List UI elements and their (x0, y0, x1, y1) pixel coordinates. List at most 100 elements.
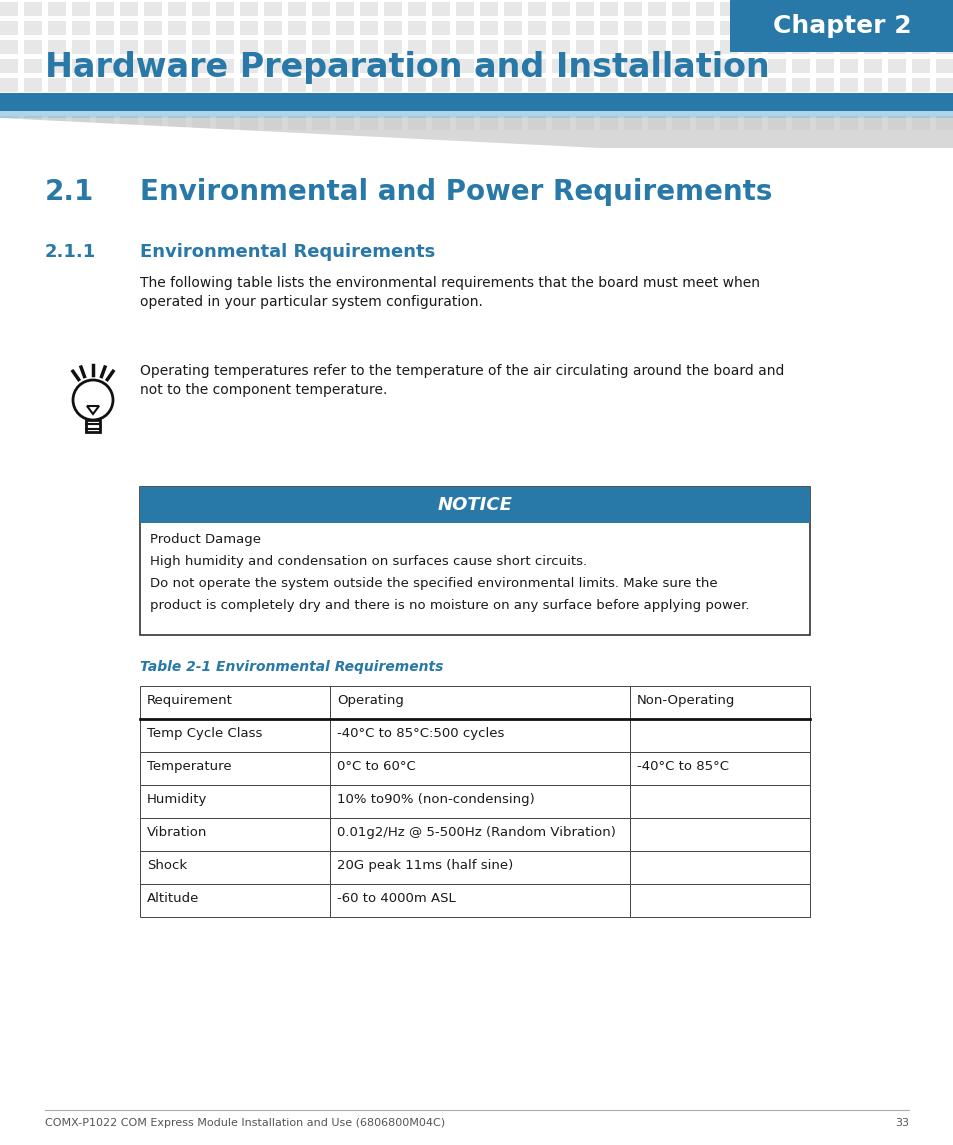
Bar (96, 40, 113, 54)
Text: 2.1.1: 2.1.1 (45, 243, 96, 261)
Text: Temperature: Temperature (147, 760, 232, 773)
Bar (456, 97, 474, 111)
Circle shape (73, 380, 112, 420)
Bar (935, 97, 953, 111)
Bar (647, 21, 665, 35)
Bar (671, 78, 689, 92)
Bar (479, 60, 497, 73)
Bar (863, 60, 882, 73)
Bar (140, 851, 330, 884)
Bar (192, 21, 210, 35)
Bar (743, 2, 761, 16)
Bar (264, 116, 282, 131)
Bar (456, 40, 474, 54)
Bar (120, 116, 138, 131)
Bar (312, 60, 330, 73)
Bar (140, 487, 809, 523)
Bar (432, 97, 450, 111)
Bar (264, 60, 282, 73)
Bar (0, 60, 18, 73)
Bar (168, 78, 186, 92)
Bar (240, 21, 257, 35)
Bar (71, 40, 90, 54)
Bar (144, 21, 162, 35)
Text: -40°C to 85°C:500 cycles: -40°C to 85°C:500 cycles (336, 727, 504, 740)
Bar (96, 60, 113, 73)
Bar (576, 78, 594, 92)
Bar (408, 116, 426, 131)
Bar (629, 719, 809, 752)
Text: 0.01g2/Hz @ 5-500Hz (Random Vibration): 0.01g2/Hz @ 5-500Hz (Random Vibration) (336, 826, 616, 839)
Bar (935, 116, 953, 131)
Bar (767, 60, 785, 73)
Bar (599, 60, 618, 73)
Bar (647, 60, 665, 73)
Bar (840, 97, 857, 111)
Bar (288, 2, 306, 16)
Bar (552, 116, 569, 131)
Bar (215, 97, 233, 111)
Text: Vibration: Vibration (147, 826, 207, 839)
Bar (312, 21, 330, 35)
Bar (144, 116, 162, 131)
Text: Requirement: Requirement (147, 694, 233, 706)
Bar (599, 21, 618, 35)
Bar (359, 116, 377, 131)
Bar (0, 116, 18, 131)
Bar (456, 116, 474, 131)
Bar (552, 40, 569, 54)
Bar (720, 60, 738, 73)
Bar (629, 752, 809, 785)
Bar (623, 60, 641, 73)
Text: Environmental and Power Requirements: Environmental and Power Requirements (140, 177, 772, 206)
Bar (144, 60, 162, 73)
Bar (696, 21, 713, 35)
Bar (576, 40, 594, 54)
Bar (623, 2, 641, 16)
Bar (335, 78, 354, 92)
Bar (240, 40, 257, 54)
Bar (312, 2, 330, 16)
Bar (503, 40, 521, 54)
Bar (935, 40, 953, 54)
Bar (0, 21, 18, 35)
Text: Table 2-1 Environmental Requirements: Table 2-1 Environmental Requirements (140, 660, 443, 674)
Bar (647, 78, 665, 92)
Bar (168, 40, 186, 54)
Bar (96, 2, 113, 16)
Bar (767, 21, 785, 35)
Bar (71, 21, 90, 35)
Bar (720, 2, 738, 16)
Bar (863, 116, 882, 131)
Text: COMX-P1022 COM Express Module Installation and Use (6806800M04C): COMX-P1022 COM Express Module Installati… (45, 1118, 445, 1128)
Bar (791, 97, 809, 111)
Text: The following table lists the environmental requirements that the board must mee: The following table lists the environmen… (140, 276, 760, 290)
Bar (527, 40, 545, 54)
Bar (408, 60, 426, 73)
Bar (24, 60, 42, 73)
Bar (527, 116, 545, 131)
Text: 2.1: 2.1 (45, 177, 94, 206)
Bar (671, 21, 689, 35)
Bar (48, 97, 66, 111)
Text: not to the component temperature.: not to the component temperature. (140, 382, 387, 397)
Polygon shape (0, 118, 599, 148)
Bar (192, 40, 210, 54)
Bar (0, 93, 953, 111)
Bar (599, 2, 618, 16)
Bar (140, 719, 330, 752)
Text: 20G peak 11ms (half sine): 20G peak 11ms (half sine) (336, 859, 513, 872)
Bar (840, 116, 857, 131)
Bar (408, 40, 426, 54)
Bar (767, 40, 785, 54)
Bar (335, 116, 354, 131)
Bar (288, 40, 306, 54)
Bar (815, 2, 833, 16)
Text: Operating: Operating (336, 694, 403, 706)
Bar (384, 40, 401, 54)
Bar (743, 116, 761, 131)
Bar (96, 21, 113, 35)
Bar (264, 97, 282, 111)
Bar (48, 40, 66, 54)
Bar (71, 2, 90, 16)
